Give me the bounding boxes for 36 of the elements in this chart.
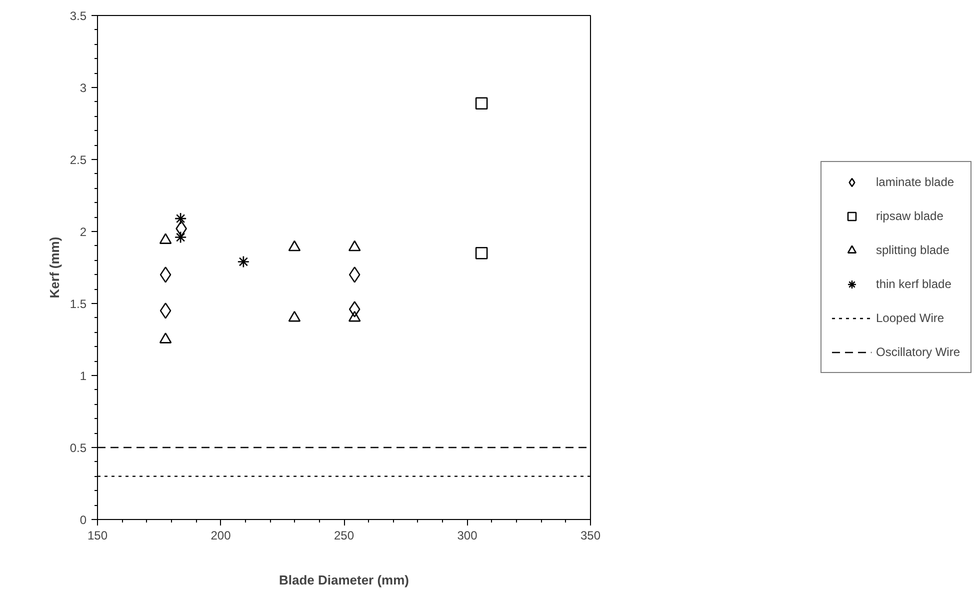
y-axis-title: Kerf (mm) [46,236,62,298]
point [159,233,172,244]
point [348,301,360,318]
legend-label: Looped Wire [876,311,944,325]
y-tick-label: 3 [80,81,87,95]
y-tick-label: 0.5 [70,441,87,455]
y-tick-label: 1.5 [70,297,87,311]
legend-label: splitting blade [876,243,950,257]
point [288,310,301,322]
y-tick-label: 2.5 [70,153,87,167]
y-tick-label: 1 [80,369,87,383]
point [174,231,187,244]
legend-label: thin kerf blade [876,277,952,291]
point [475,97,488,110]
point [288,240,301,252]
point [348,266,360,283]
point [160,266,172,283]
legend-label: ripsaw blade [876,209,944,223]
x-tick-label: 150 [87,528,108,542]
y-tick-label: 3.5 [70,9,87,23]
point [160,302,172,319]
legend-label: Oscillatory Wire [876,345,960,359]
x-tick-label: 250 [334,528,354,542]
x-tick-label: 200 [210,528,232,542]
legend-label: laminate blade [876,175,954,189]
point [159,332,172,344]
x-tick-label: 300 [457,528,478,542]
point [237,256,250,268]
point [174,212,187,225]
y-tick-label: 0 [80,513,87,527]
x-axis-title: Blade Diameter (mm) [278,572,410,588]
y-tick-label: 2 [80,225,87,239]
point [348,310,361,322]
point [348,240,361,252]
point [475,246,488,260]
x-tick-label: 350 [580,528,601,542]
